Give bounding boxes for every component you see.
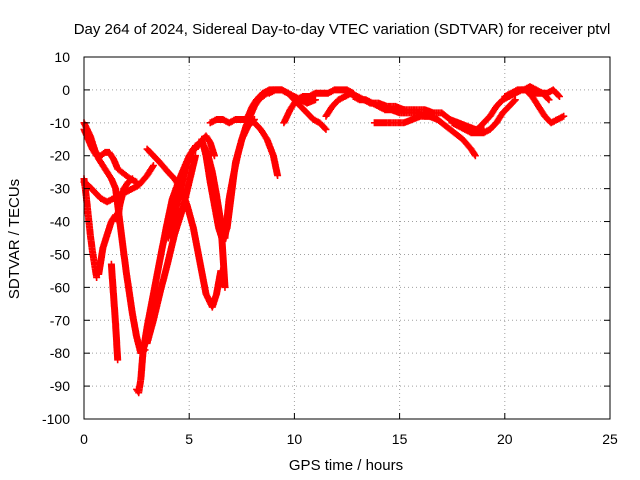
x-tick-label: 25 (602, 431, 618, 447)
series-track-13 (206, 116, 282, 179)
series-track-09 (143, 145, 225, 311)
x-tick-label: 15 (392, 431, 408, 447)
axis-ticks: 10 0 -10 -20 -30 -40 -50 -60 -70 -80 -90 -100 0 5 10 15… (42, 49, 618, 447)
series-track-04 (107, 260, 122, 364)
y-tick-label: -90 (50, 378, 70, 394)
x-axis-label: GPS time / hours (289, 457, 403, 474)
y-tick-label: 10 (54, 49, 70, 65)
grid-lines (84, 57, 610, 419)
y-tick-label: -80 (50, 345, 70, 361)
point-markers (206, 116, 282, 179)
y-tick-label: -100 (42, 411, 70, 427)
point-markers (522, 86, 568, 127)
y-tick-label: -70 (50, 312, 70, 328)
y-tick-label: -60 (50, 279, 70, 295)
x-tick-label: 0 (80, 431, 88, 447)
x-tick-label: 5 (185, 431, 193, 447)
series-track-05 (95, 175, 136, 278)
y-tick-label: -10 (50, 115, 70, 131)
y-tick-label: -30 (50, 181, 70, 197)
y-tick-label: -40 (50, 214, 70, 230)
y-tick-label: -50 (50, 246, 70, 262)
series-track-17 (280, 86, 357, 127)
chart-title: Day 264 of 2024, Sidereal Day-to-day VTE… (74, 21, 611, 38)
data-marks (80, 83, 568, 397)
y-tick-label: 0 (62, 82, 70, 98)
point-markers (370, 112, 479, 160)
point-markers (143, 145, 225, 311)
point-markers (95, 175, 136, 278)
y-axis-label: SDTVAR / TECUs (6, 179, 23, 299)
x-tick-label: 20 (497, 431, 513, 447)
series-track-20 (370, 112, 479, 160)
point-markers (280, 86, 357, 127)
series-track-25 (522, 86, 568, 127)
point-markers (107, 260, 122, 364)
y-tick-label: -20 (50, 148, 70, 164)
plot-frame (83, 56, 611, 420)
x-tick-label: 10 (287, 431, 303, 447)
